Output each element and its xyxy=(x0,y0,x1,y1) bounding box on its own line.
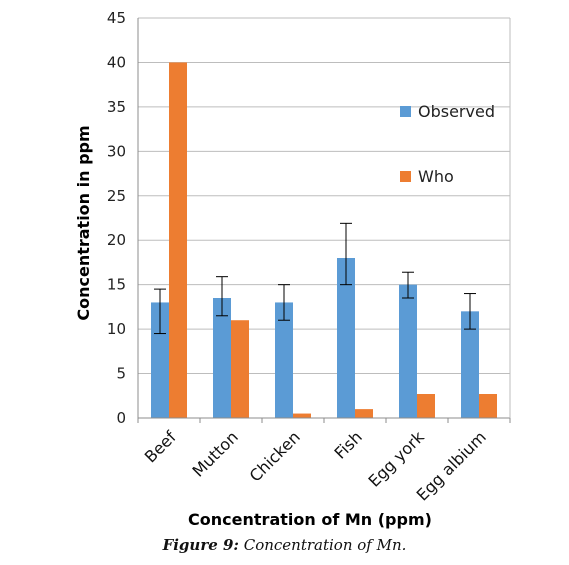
bar-observed xyxy=(275,302,293,418)
x-tick-label: Fish xyxy=(330,427,365,462)
x-axis-title: Concentration of Mn (ppm) xyxy=(188,510,432,529)
bar-who xyxy=(355,409,373,418)
bar-who xyxy=(417,394,435,418)
x-tick-label: Beef xyxy=(141,427,180,466)
bars xyxy=(151,62,497,418)
y-tick-label: 40 xyxy=(107,53,126,71)
y-tick-label: 15 xyxy=(107,276,126,294)
y-tick-label: 0 xyxy=(116,409,126,427)
legend: Observed Who xyxy=(400,102,495,186)
y-tick-label: 35 xyxy=(107,98,126,116)
bar-observed xyxy=(399,284,417,418)
bar-who xyxy=(231,320,249,418)
x-tick-label: Egg york xyxy=(364,427,428,491)
x-tick-label: Mutton xyxy=(188,427,241,480)
gridlines xyxy=(138,17,510,419)
y-axis-title: Concentration in ppm xyxy=(74,125,93,320)
bar-observed xyxy=(151,302,169,418)
y-tick-label: 10 xyxy=(107,320,126,338)
bar-chart: 0 5 10 15 20 25 30 35 40 45 Beef Mutton Chicken Fish… xyxy=(74,9,511,529)
error-bars xyxy=(154,222,476,335)
axes xyxy=(137,18,511,423)
legend-swatch xyxy=(400,106,411,117)
y-tick-labels: 0 5 10 15 20 25 30 35 40 45 xyxy=(107,9,126,427)
bar-who xyxy=(293,413,311,418)
y-tick-label: 5 xyxy=(116,365,126,383)
bar-who xyxy=(169,62,187,418)
bar-observed xyxy=(213,298,231,418)
caption-text: Concentration of Mn. xyxy=(238,536,407,554)
y-tick-label: 25 xyxy=(107,187,126,205)
legend-label: Who xyxy=(418,167,454,186)
bar-who xyxy=(479,394,497,418)
x-tick-label: Chicken xyxy=(246,427,304,485)
figure-caption: Figure 9: Concentration of Mn. xyxy=(0,536,569,554)
y-tick-label: 20 xyxy=(107,231,126,249)
y-tick-label: 30 xyxy=(107,142,126,160)
legend-label: Observed xyxy=(418,102,495,121)
bar-observed xyxy=(337,258,355,418)
legend-swatch xyxy=(400,171,411,182)
y-tick-label: 45 xyxy=(107,9,126,27)
bar-observed xyxy=(461,311,479,418)
caption-label: Figure 9: xyxy=(162,536,239,554)
